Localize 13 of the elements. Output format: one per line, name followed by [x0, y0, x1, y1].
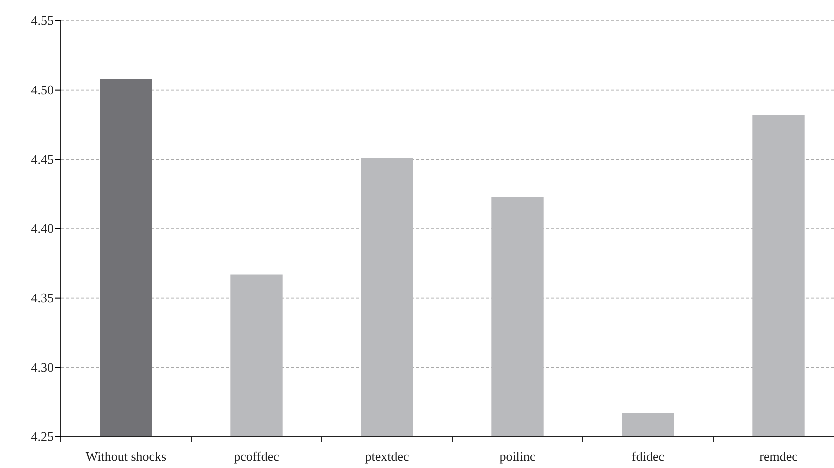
y-tick-label: 4.35: [31, 290, 54, 306]
x-tick-label: Without shocks: [86, 449, 167, 464]
y-tick-label: 4.40: [31, 221, 54, 236]
y-tick-label: 4.45: [31, 152, 54, 167]
y-tick-label: 4.25: [31, 429, 54, 444]
x-tick-label: remdec: [760, 449, 798, 464]
x-tick-label: ptextdec: [365, 449, 410, 464]
x-tick-label: fdidec: [632, 449, 665, 464]
x-tick-label: pcoffdec: [234, 449, 280, 464]
y-tick-label: 4.50: [31, 82, 54, 98]
y-tick-label: 4.55: [31, 13, 54, 28]
y-tick-label: 4.30: [31, 360, 54, 375]
x-tick-label: poilinc: [500, 449, 536, 464]
